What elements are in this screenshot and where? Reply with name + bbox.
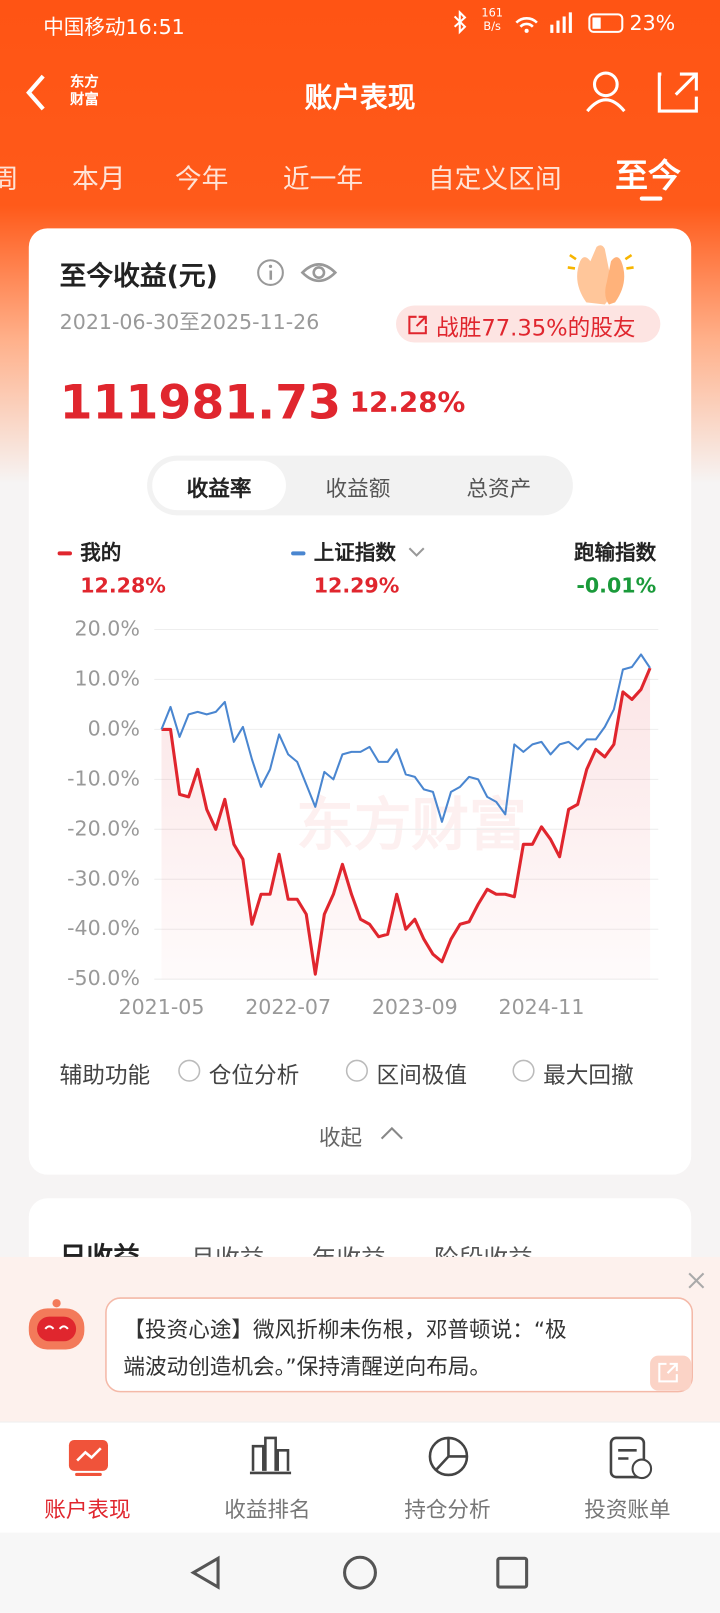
- status-icons: [453, 10, 624, 35]
- date-range: 2021-06-30至2025-11-26: [59, 309, 320, 335]
- y-tick-label: -10.0%: [67, 766, 140, 790]
- system-nav-icons: [190, 1555, 529, 1590]
- toggle-option[interactable]: 收益率: [186, 476, 252, 501]
- badge-icon: [408, 315, 427, 335]
- area-fill: [161, 668, 651, 980]
- back-and-logo[interactable]: [21, 70, 114, 117]
- nav-item[interactable]: 投资账单: [584, 1497, 671, 1523]
- system-nav: [0, 1532, 720, 1613]
- clap-icon: [567, 245, 634, 305]
- aux-option[interactable]: 最大回撤: [543, 1063, 634, 1090]
- summary-card: [28, 228, 692, 1175]
- series-line: [161, 667, 652, 976]
- tab-indicator: [639, 196, 663, 201]
- aux-option[interactable]: 仓位分析: [208, 1063, 300, 1090]
- series-line: [160, 653, 651, 823]
- battery: 23%: [629, 10, 676, 35]
- nav-item[interactable]: 收益排名: [224, 1497, 311, 1523]
- share-icon[interactable]: [657, 72, 698, 113]
- tab[interactable]: 今年: [174, 164, 229, 196]
- header-icons: [586, 71, 698, 113]
- carrier-time: 中国移动16:51: [43, 14, 185, 40]
- back-button[interactable]: [190, 1555, 220, 1590]
- speed: 161: [481, 6, 503, 20]
- y-tick-label: 10.0%: [75, 666, 140, 690]
- x-tick-label: 2023-09: [372, 995, 458, 1019]
- watermark: 东方财富: [296, 792, 526, 859]
- tab[interactable]: 周: [0, 158, 19, 196]
- collapse[interactable]: 收起: [318, 1125, 363, 1150]
- toggle-option[interactable]: 总资产: [466, 476, 532, 501]
- nav-item[interactable]: 账户表现: [44, 1497, 131, 1523]
- user-icon[interactable]: [592, 71, 619, 98]
- tab[interactable]: 本月: [71, 164, 126, 196]
- x-tick-label: 2024-11: [499, 995, 585, 1019]
- radio-icons: [178, 1059, 535, 1082]
- chart: 东方财富 跑输指数 -0.01% 20.0% 10.0% 0.0% -10.0% -20…: [57, 540, 659, 1019]
- badge[interactable]: [395, 305, 661, 343]
- rate: 12.28%: [349, 386, 466, 419]
- nav-icons: [68, 1436, 653, 1480]
- aux-option[interactable]: 区间极值: [376, 1063, 467, 1090]
- diff-value: -0.01%: [576, 573, 656, 597]
- aux-label: 辅助功能: [59, 1063, 151, 1090]
- amount: 111981.73: [59, 374, 342, 430]
- net-speed: 161 B/s: [481, 6, 503, 33]
- y-tick-label: -30.0%: [67, 866, 140, 890]
- popup-line: 【投资心途】微风折柳未伤根，邓普顿说：“极: [123, 1317, 567, 1343]
- badge-text: 战胜77.35%的股友: [436, 315, 636, 342]
- recents-button[interactable]: [496, 1556, 529, 1589]
- diff-name: 跑输指数: [574, 540, 657, 564]
- header-title: 账户表现: [304, 82, 416, 115]
- card-title: 至今收益(元): [59, 261, 218, 293]
- collapse-caret: [380, 1126, 403, 1140]
- y-tick-label: -20.0%: [67, 816, 140, 840]
- toggle-selected: [152, 460, 286, 511]
- speed-unit: B/s: [483, 19, 501, 33]
- y-tick-label: -50.0%: [67, 966, 140, 990]
- y-tick-label: 20.0%: [75, 616, 140, 640]
- x-tick-label: 2022-07: [245, 995, 331, 1019]
- tab[interactable]: 自定义区间: [427, 164, 562, 196]
- tab-active[interactable]: 至今: [615, 156, 681, 196]
- logo: 东方财富: [69, 74, 99, 108]
- bottom-nav: [0, 1421, 720, 1534]
- title-icons: [257, 259, 338, 286]
- y-tick-label: -40.0%: [67, 916, 140, 940]
- y-tick-label: 0.0%: [88, 716, 140, 740]
- nav-item[interactable]: 持仓分析: [404, 1497, 491, 1523]
- legend-name: 上证指数: [314, 540, 397, 564]
- legend-value: 12.29%: [314, 573, 400, 597]
- popup-icons: [28, 1272, 705, 1393]
- legend-value: 12.28%: [80, 573, 166, 597]
- legend-name: 我的: [80, 540, 121, 564]
- popup-close[interactable]: [688, 1272, 705, 1289]
- index-dropdown[interactable]: [408, 547, 425, 557]
- popup-line: 端波动创造机会。”保持清醒逆向布局。: [123, 1354, 492, 1380]
- x-tick-label: 2021-05: [119, 995, 205, 1019]
- tab[interactable]: 近一年: [282, 164, 364, 196]
- toggle-option[interactable]: 收益额: [325, 476, 391, 501]
- home-button[interactable]: [343, 1555, 377, 1590]
